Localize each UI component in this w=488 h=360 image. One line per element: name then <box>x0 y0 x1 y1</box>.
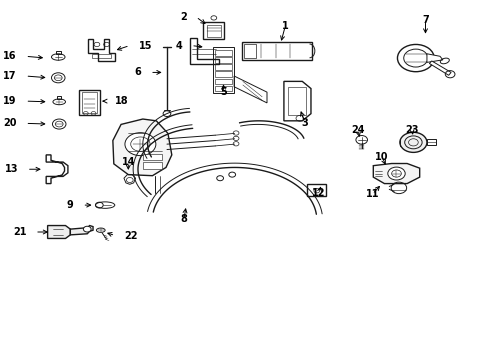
Polygon shape <box>372 163 419 184</box>
Bar <box>244 44 256 58</box>
Text: 24: 24 <box>350 125 364 135</box>
Polygon shape <box>426 54 442 62</box>
Text: 23: 23 <box>405 125 418 135</box>
Text: 16: 16 <box>3 51 17 61</box>
Circle shape <box>124 133 156 156</box>
Text: 4: 4 <box>175 41 182 50</box>
Bar <box>142 162 162 169</box>
Bar <box>82 93 97 113</box>
Circle shape <box>387 167 405 180</box>
Circle shape <box>399 132 426 152</box>
Text: 7: 7 <box>421 15 428 26</box>
Text: 17: 17 <box>3 71 17 81</box>
Text: 2: 2 <box>180 12 187 22</box>
Text: 12: 12 <box>312 188 325 198</box>
Polygon shape <box>428 61 450 75</box>
Bar <box>142 154 162 160</box>
Circle shape <box>83 226 91 232</box>
Bar <box>206 25 221 37</box>
Bar <box>203 22 224 40</box>
Text: 3: 3 <box>301 118 307 128</box>
Text: 9: 9 <box>67 200 74 210</box>
Bar <box>214 57 232 63</box>
Bar <box>79 90 100 116</box>
Text: 8: 8 <box>180 215 187 224</box>
Text: 21: 21 <box>13 227 26 237</box>
Bar <box>214 78 232 84</box>
Polygon shape <box>70 226 93 235</box>
Text: 20: 20 <box>3 118 17 128</box>
Text: 14: 14 <box>122 157 135 167</box>
Bar <box>214 71 232 77</box>
Polygon shape <box>47 226 70 238</box>
Bar <box>214 50 232 55</box>
Polygon shape <box>113 119 171 176</box>
Text: 15: 15 <box>138 41 152 50</box>
Text: 10: 10 <box>374 152 388 162</box>
Text: 1: 1 <box>282 21 288 31</box>
Bar <box>214 86 232 91</box>
Bar <box>92 54 111 58</box>
Text: 11: 11 <box>365 189 378 199</box>
Bar <box>212 47 234 93</box>
Text: 18: 18 <box>115 96 129 106</box>
Bar <box>426 139 435 145</box>
Text: 6: 6 <box>134 67 141 77</box>
Bar <box>214 64 232 70</box>
Text: 13: 13 <box>5 164 18 174</box>
Bar <box>287 87 305 116</box>
Text: 19: 19 <box>3 96 17 106</box>
Text: 5: 5 <box>220 87 226 97</box>
Bar <box>242 42 311 59</box>
Text: 22: 22 <box>124 231 137 240</box>
